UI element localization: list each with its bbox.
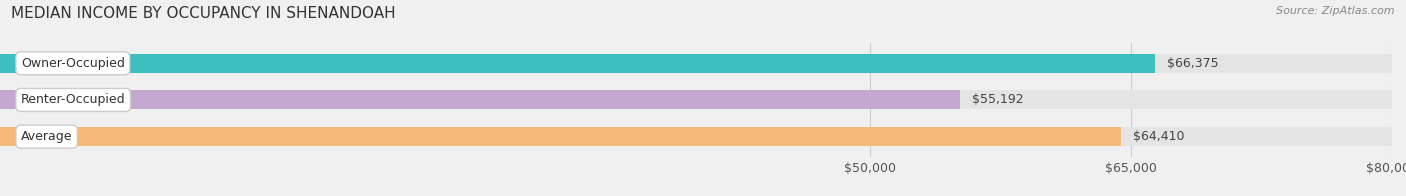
Text: MEDIAN INCOME BY OCCUPANCY IN SHENANDOAH: MEDIAN INCOME BY OCCUPANCY IN SHENANDOAH bbox=[11, 6, 396, 21]
Bar bbox=[0, 90, 1392, 110]
Text: Average: Average bbox=[21, 130, 72, 143]
Bar bbox=[0, 127, 1121, 146]
Bar bbox=[0, 127, 1392, 146]
Text: $64,410: $64,410 bbox=[1133, 130, 1184, 143]
Text: Renter-Occupied: Renter-Occupied bbox=[21, 93, 125, 106]
Bar bbox=[0, 54, 1154, 73]
Text: $55,192: $55,192 bbox=[973, 93, 1024, 106]
Text: Source: ZipAtlas.com: Source: ZipAtlas.com bbox=[1277, 6, 1395, 16]
Bar bbox=[0, 54, 1392, 73]
Text: Owner-Occupied: Owner-Occupied bbox=[21, 57, 125, 70]
Text: $66,375: $66,375 bbox=[1167, 57, 1219, 70]
Bar bbox=[0, 90, 960, 110]
